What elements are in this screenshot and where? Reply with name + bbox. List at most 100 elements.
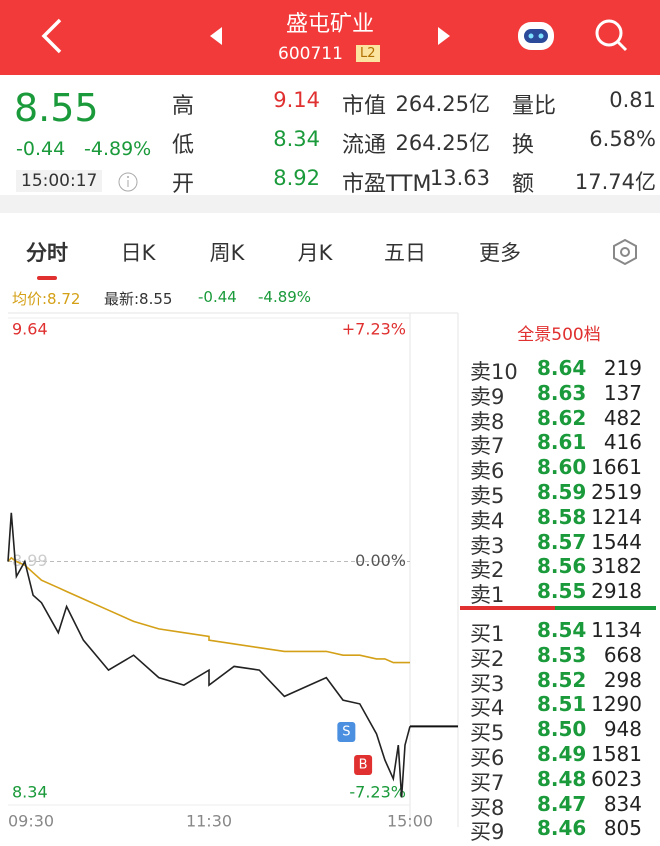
stat-value: 0.81 — [609, 88, 656, 112]
stat-label: 换 — [512, 133, 535, 158]
search-button[interactable] — [595, 19, 628, 52]
level-price: 8.51 — [537, 692, 587, 717]
order-book-title: 全景500档 — [517, 325, 601, 345]
tab[interactable]: 更多 — [479, 241, 521, 265]
level-label: 卖7 — [470, 434, 505, 459]
level-price: 8.47 — [537, 791, 587, 816]
stat-value: 13.63 — [429, 166, 490, 190]
stat-label: 开 — [172, 172, 195, 197]
signal-badge — [354, 755, 373, 775]
stat-value: 9.14 — [273, 88, 320, 112]
header-icons — [41, 18, 628, 54]
level-label: 卖1 — [470, 583, 505, 608]
level-volume: 416 — [603, 430, 642, 455]
stat-label: 市值 — [342, 94, 387, 119]
level-label: 卖2 — [470, 558, 505, 583]
level-volume: 805 — [603, 816, 642, 841]
price-change: -0.44 — [16, 138, 66, 160]
tab[interactable]: 分时 — [26, 241, 68, 265]
stock-code: 600711 — [278, 44, 343, 64]
settings-button[interactable] — [610, 237, 640, 267]
stock-name: 盛屯矿业 — [285, 12, 374, 37]
tab[interactable]: 日K — [120, 241, 156, 265]
tab[interactable]: 五日 — [384, 241, 426, 265]
level-price: 8.52 — [537, 667, 587, 692]
level-price: 8.50 — [537, 717, 587, 742]
level-price: 8.54 — [537, 618, 587, 642]
stat-value: 8.34 — [273, 127, 320, 151]
header: 盛屯矿业 600711 L2 — [0, 0, 660, 75]
level-label: 买5 — [470, 721, 505, 746]
intraday-chart: 8.34 8.99 9.64 +7.23% 0.00% -7.23% 09:30 11:30 1… — [7, 312, 656, 828]
level-volume: 137 — [603, 380, 642, 405]
avg-line — [7, 556, 410, 664]
level-label: 卖8 — [470, 409, 505, 434]
level-volume: 219 — [603, 356, 642, 380]
next-stock[interactable] — [438, 27, 450, 45]
last-price: 8.55 — [14, 86, 99, 130]
level-volume: 834 — [603, 791, 642, 816]
latest-price: 最新:8.55 — [104, 290, 173, 308]
info-icon[interactable] — [116, 170, 140, 194]
stat-value: 264.25亿 — [395, 131, 490, 155]
signal-label: S — [342, 725, 350, 740]
assistant-icon[interactable] — [518, 22, 554, 50]
level-price: 8.46 — [537, 816, 587, 841]
level-label: 买9 — [470, 820, 505, 845]
level-label: 买7 — [470, 770, 505, 795]
tab[interactable]: 周K — [209, 241, 245, 265]
tab[interactable]: 月K — [297, 241, 333, 265]
level-price: 8.59 — [537, 480, 587, 504]
prev-stock[interactable] — [210, 27, 222, 45]
y-tick-label: 8.99 — [12, 551, 48, 570]
level-price: 8.55 — [537, 579, 587, 604]
back-button[interactable] — [41, 18, 62, 54]
level-label: 买3 — [470, 671, 505, 696]
level-volume: 3182 — [591, 554, 642, 579]
price-change-pct: -4.89% — [84, 138, 152, 160]
level-label: 卖9 — [470, 384, 505, 409]
level-volume: 482 — [603, 405, 642, 430]
level-label: 买2 — [470, 646, 505, 671]
level-price: 8.58 — [537, 504, 587, 529]
avg-price: 均价:8.72 — [12, 290, 81, 308]
signal-badge — [337, 722, 356, 742]
level-price: 8.63 — [537, 380, 587, 405]
level-volume: 1581 — [591, 742, 642, 766]
quote-time: 15:00:17 — [16, 170, 103, 192]
level-label: 卖5 — [470, 484, 505, 508]
separator — [0, 195, 660, 213]
level-price: 8.61 — [537, 430, 587, 455]
stat-label: 量比 — [512, 94, 557, 119]
summary-change: -0.44 — [198, 288, 237, 306]
level-volume: 1134 — [591, 618, 642, 642]
pct-tick-label: 0.00% — [355, 551, 406, 570]
level-price: 8.48 — [537, 766, 587, 791]
price-line — [7, 512, 411, 798]
level-price: 8.62 — [537, 405, 587, 430]
stat-label: 流通 — [342, 133, 387, 158]
level-label: 卖3 — [470, 533, 505, 558]
level-label: 买8 — [470, 795, 505, 820]
level-price: 8.57 — [537, 529, 587, 554]
pct-tick-label: +7.23% — [342, 320, 406, 339]
level-label: 买6 — [470, 746, 505, 770]
level-volume: 1544 — [591, 529, 642, 554]
level-volume: 948 — [603, 717, 642, 742]
tab-indicator — [37, 276, 57, 280]
level-volume: 298 — [603, 667, 642, 692]
stat-label: 市盈TTM — [342, 172, 432, 197]
level-volume: 1661 — [591, 455, 642, 480]
level-volume: 668 — [603, 642, 642, 667]
level-price: 8.64 — [537, 356, 587, 380]
summary-change-pct: -4.89% — [258, 288, 312, 306]
level-volume: 6023 — [591, 766, 642, 791]
x-tick-label: 15:00 — [387, 812, 433, 828]
stat-value: 17.74亿 — [574, 170, 656, 194]
pct-tick-label: -7.23% — [349, 783, 406, 802]
level-label: 卖6 — [470, 459, 505, 484]
stat-value: 8.92 — [273, 166, 320, 190]
level-price: 8.56 — [537, 554, 587, 579]
x-tick-label: 09:30 — [8, 812, 54, 828]
level-volume: 2519 — [591, 480, 642, 504]
